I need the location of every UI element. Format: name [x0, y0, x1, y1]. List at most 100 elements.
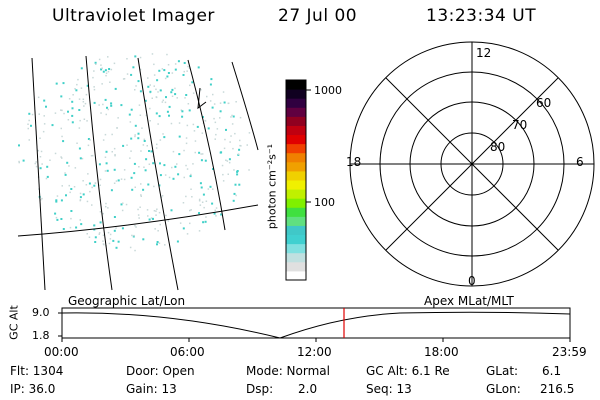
uv-speckle	[43, 99, 46, 102]
uv-speckle	[89, 139, 91, 141]
colorbar-segment	[286, 243, 306, 254]
uv-speckle	[230, 135, 232, 137]
uv-speckle	[56, 195, 59, 197]
longitude-line	[31, 57, 46, 291]
uv-speckle	[104, 133, 107, 136]
uv-speckle	[201, 132, 204, 134]
orbit-xtick: 23:59	[552, 345, 587, 359]
uv-speckle	[105, 74, 107, 77]
uv-speckle	[134, 124, 137, 127]
dsp-label: Dsp:	[246, 382, 274, 396]
uv-speckle	[156, 143, 158, 146]
uv-speckle	[204, 120, 207, 122]
uv-speckle	[155, 96, 158, 99]
uv-speckle	[137, 137, 140, 140]
uv-speckle	[151, 97, 153, 99]
uv-speckle	[63, 112, 65, 115]
uv-speckle	[142, 188, 145, 191]
uv-speckle	[133, 172, 136, 175]
uv-speckle	[107, 207, 109, 209]
uv-speckle	[56, 218, 59, 221]
uv-speckle	[137, 80, 140, 83]
uv-speckle	[235, 194, 237, 197]
uv-speckle	[55, 216, 58, 219]
uv-speckle	[149, 120, 151, 122]
uv-speckle	[70, 217, 72, 220]
uv-speckle	[67, 119, 70, 121]
uv-speckle	[68, 165, 70, 167]
uv-speckle	[141, 127, 143, 129]
glon-value: 216.5	[540, 382, 575, 396]
uv-speckle	[75, 226, 78, 229]
uv-speckle	[22, 159, 25, 162]
uv-speckle	[235, 101, 237, 103]
uv-speckle	[200, 89, 202, 91]
uv-speckle	[37, 96, 40, 99]
uv-speckle	[181, 110, 184, 113]
uv-speckle	[246, 144, 248, 146]
uv-speckle	[94, 182, 97, 185]
uv-speckle	[183, 62, 186, 64]
uv-speckle	[190, 173, 192, 176]
uv-speckle	[107, 70, 110, 73]
uv-speckle	[149, 107, 151, 110]
uv-speckle	[102, 234, 105, 236]
uv-speckle	[157, 91, 159, 93]
uv-speckle	[80, 87, 83, 89]
uv-speckle	[205, 200, 208, 202]
uv-speckle	[138, 166, 140, 168]
uv-speckle	[73, 186, 76, 188]
longitude-line	[85, 55, 113, 291]
uv-speckle	[223, 147, 226, 150]
uv-speckle	[18, 160, 20, 163]
uv-speckle	[54, 212, 57, 215]
uv-speckle	[172, 150, 175, 153]
lat-label-70: 70	[512, 118, 528, 132]
uv-speckle	[86, 233, 88, 235]
uv-speckle	[161, 68, 164, 70]
uv-speckle	[168, 176, 171, 179]
uv-speckle	[87, 173, 89, 175]
uv-speckle	[105, 72, 108, 74]
uv-speckle	[188, 109, 191, 112]
uv-speckle	[102, 70, 105, 73]
uv-speckle	[77, 78, 79, 81]
orbit-xtick: 12:00	[297, 345, 332, 359]
uv-speckle	[212, 93, 214, 96]
uv-speckle	[143, 140, 146, 142]
geographic-label: Geographic Lat/Lon	[68, 294, 186, 308]
uv-speckle	[238, 183, 241, 186]
uv-speckle	[78, 98, 81, 100]
uv-speckle	[233, 169, 235, 171]
uv-speckle	[110, 102, 113, 105]
uv-speckle	[222, 91, 225, 93]
uv-speckle	[145, 114, 148, 117]
uv-speckle	[148, 150, 150, 152]
polar-diagonal	[385, 77, 559, 251]
uv-speckle	[174, 93, 177, 96]
uv-speckle	[111, 133, 113, 136]
uv-speckle	[86, 84, 89, 87]
orbit-xtick: 00:00	[44, 345, 79, 359]
colorbar-segment	[286, 125, 306, 136]
uv-speckle	[191, 81, 194, 84]
uv-speckle	[143, 166, 145, 168]
uv-speckle	[143, 138, 146, 141]
uv-speckle	[248, 169, 250, 171]
uv-speckle	[142, 238, 145, 241]
uv-speckle	[160, 196, 163, 198]
uv-speckle	[93, 101, 96, 104]
gc-alt-value: GC Alt: 6.1 Re	[366, 364, 450, 378]
uv-speckle	[38, 113, 40, 115]
uv-speckle	[91, 154, 94, 157]
uv-speckle	[182, 227, 185, 230]
uv-speckle	[110, 104, 113, 107]
uv-speckle	[85, 93, 88, 96]
uv-speckle	[130, 108, 133, 111]
uv-speckle	[109, 233, 112, 236]
uv-speckle	[100, 64, 102, 66]
uv-speckle	[152, 217, 154, 220]
uv-speckle	[99, 184, 101, 186]
uv-speckle	[192, 123, 195, 126]
apex-label: Apex MLat/MLT	[424, 294, 514, 308]
